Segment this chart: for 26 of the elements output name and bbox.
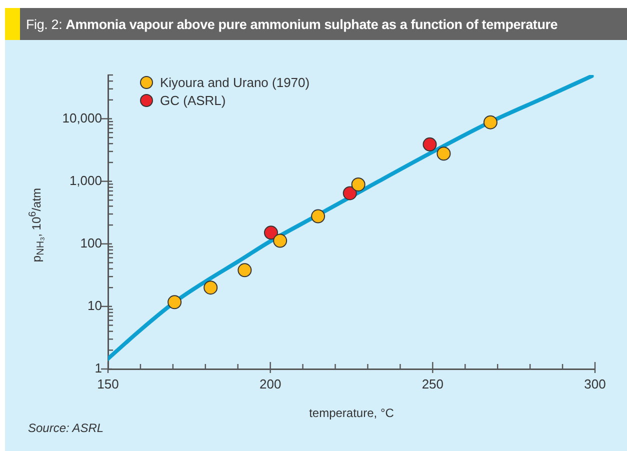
point xyxy=(238,263,252,278)
x-axis-title: temperature, °C xyxy=(309,406,394,420)
x-tick-label: 300 xyxy=(584,376,606,392)
x-tick-label: 200 xyxy=(259,376,282,392)
source-note: Source: ASRL xyxy=(28,421,104,435)
x-tick-label: 250 xyxy=(422,376,444,392)
line-series xyxy=(108,75,594,361)
legend-label: Kiyoura and Urano (1970) xyxy=(160,74,310,90)
point xyxy=(204,280,218,295)
point xyxy=(168,295,182,310)
y-tick-label: 10 xyxy=(88,298,102,314)
x-tick-label: 150 xyxy=(97,376,119,392)
point xyxy=(351,177,366,192)
y-tick-label: 10,000 xyxy=(62,110,102,126)
point xyxy=(264,226,278,240)
point xyxy=(311,209,326,224)
point xyxy=(273,234,288,248)
point xyxy=(342,186,357,200)
y-tick-label: 100 xyxy=(80,235,102,250)
point xyxy=(422,137,437,152)
point xyxy=(436,146,451,161)
point xyxy=(483,115,498,130)
legend-label: GC (ASRL) xyxy=(160,92,226,108)
y-tick-label: 1,000 xyxy=(69,172,102,188)
chart-title: Fig. 2: Ammonia vapour above pure ammonium sulphate as a function of temperature xyxy=(26,16,558,32)
y-tick-label: 1 xyxy=(94,360,102,376)
